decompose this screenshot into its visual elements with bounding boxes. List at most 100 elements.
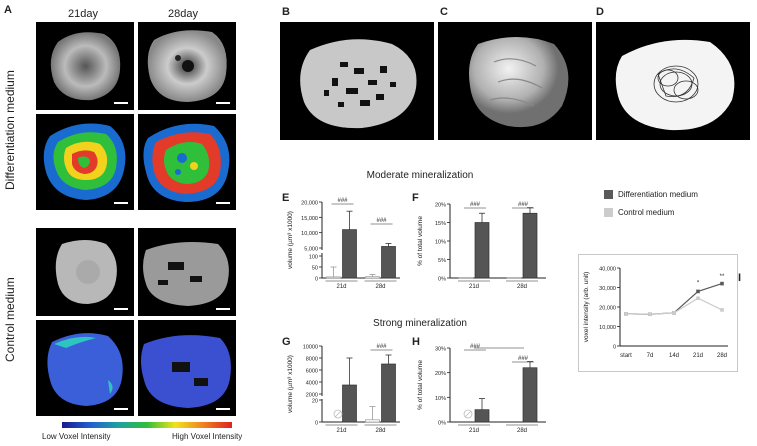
bar-diff: [475, 223, 489, 279]
significance-label: ###: [518, 202, 529, 208]
micro-diff-21-gray: [36, 22, 134, 110]
x-tick-label: 28d: [517, 284, 527, 290]
x-tick-label: 28d: [717, 353, 727, 359]
significance-label: ###: [518, 356, 529, 362]
micro-3d-render-c: [438, 22, 592, 140]
data-point: [672, 311, 676, 315]
no-data-icon-slash: [465, 411, 471, 417]
micro-3d-render-d: [596, 22, 750, 140]
micro-diff-21-heatmap: [36, 114, 134, 210]
y-tick-label: 20,000: [301, 201, 318, 207]
colorbar-low-label: Low Voxel Intensity: [42, 432, 110, 441]
y-tick-label: 10,000: [301, 231, 318, 237]
y-axis-label: volume (µm³ x1000): [287, 355, 294, 413]
x-tick-label: 7d: [647, 353, 654, 359]
x-tick-label: start: [620, 353, 632, 359]
column-label-21day: 21day: [68, 8, 98, 20]
y-tick-label: 6000: [306, 369, 318, 375]
legend-label-diff: Differentiation medium: [618, 190, 698, 199]
panel-label-c: C: [440, 6, 448, 18]
intensity-colorbar: [62, 422, 232, 428]
micro-control-28-heatmap: [138, 320, 236, 416]
y-axis-label: % of total volume: [417, 360, 424, 410]
x-tick-label: 21d: [469, 428, 479, 434]
data-point: [648, 312, 652, 316]
significance-label: ###: [376, 218, 387, 224]
y-tick-label: 2000: [306, 393, 318, 399]
y-tick-label: 10%: [435, 396, 446, 402]
y-tick-label: 100: [309, 255, 318, 261]
y-axis-label: volume (µm³ x1000): [287, 211, 294, 269]
micro-control-21-gray: [36, 228, 134, 316]
data-point: [696, 296, 700, 300]
y-tick-label: 0: [315, 277, 318, 283]
bar-diff: [382, 364, 396, 422]
y-tick-label: 15%: [435, 221, 446, 227]
y-tick-label: 4000: [306, 381, 318, 387]
y-tick-label: 20: [312, 399, 318, 405]
significance-label: ###: [470, 202, 481, 208]
section-title-moderate: Moderate mineralization: [300, 170, 540, 181]
y-tick-label: 0: [613, 345, 616, 351]
chart-f-moderate-percent: 0%5%10%15%20%% of total volume21d###28d#…: [412, 196, 552, 302]
column-label-28day: 28day: [168, 8, 198, 20]
y-tick-label: 15,000: [301, 216, 318, 222]
y-tick-label: 30,000: [599, 286, 616, 292]
bar-control: [366, 277, 380, 278]
micro-diff-28-heatmap: [138, 114, 236, 210]
chart-i-voxel-intensity: 0 10,000 20,000 30,000 40,000 start 7d 14d 21d 28…: [578, 254, 738, 372]
micro-3d-section-b: [280, 22, 434, 140]
y-tick-label: 40,000: [599, 267, 616, 273]
section-title-strong: Strong mineralization: [300, 318, 540, 329]
panel-label-d: D: [596, 6, 604, 18]
row-label-control: Control medium: [4, 245, 32, 395]
y-tick-label: 0%: [438, 421, 446, 427]
y-tick-label: 20,000: [599, 306, 616, 312]
y-tick-label: 50: [312, 266, 318, 272]
significance-label: ###: [376, 344, 387, 350]
bar-diff: [523, 368, 537, 422]
panel-label-i: I: [738, 272, 741, 284]
data-point: [624, 312, 628, 316]
micro-control-28-gray: [138, 228, 236, 316]
y-tick-label: 5,000: [304, 247, 318, 253]
data-point: [720, 308, 724, 312]
x-tick-label: 14d: [669, 353, 679, 359]
legend-label-control: Control medium: [618, 208, 674, 217]
y-tick-label: 8000: [306, 357, 318, 363]
y-tick-label: 20%: [435, 371, 446, 377]
legend-swatch-diff: [604, 190, 613, 199]
data-point: [696, 290, 700, 294]
x-tick-label: 28d: [375, 284, 385, 290]
y-tick-label: 0%: [438, 277, 446, 283]
colorbar-high-label: High Voxel Intensity: [172, 432, 242, 441]
bar-diff: [343, 230, 357, 278]
x-tick-label: 28d: [517, 428, 527, 434]
panel-label-a: A: [4, 4, 12, 16]
significance-label: ###: [337, 198, 348, 204]
x-tick-label: 21d: [693, 353, 703, 359]
x-tick-label: 28d: [375, 428, 385, 434]
bar-diff: [523, 213, 537, 278]
y-tick-label: 20%: [435, 203, 446, 209]
y-tick-label: 10000: [303, 345, 318, 351]
bar-diff: [475, 410, 489, 422]
bar-diff: [382, 246, 396, 278]
chart-e-moderate-volume: 0 50 100 5,000 10,000 15,000 20,000 volume (µm³…: [282, 196, 406, 302]
y-tick-label: 10,000: [599, 325, 616, 331]
legend-swatch-control: [604, 208, 613, 217]
row-label-differentiation: Differentiation medium: [4, 55, 32, 205]
y-tick-label: 5%: [438, 258, 446, 264]
bar-control: [366, 420, 380, 422]
y-axis-label: % of total volume: [417, 216, 424, 266]
no-data-icon-slash: [335, 411, 341, 417]
y-tick-label: 10%: [435, 240, 446, 246]
data-point: [720, 282, 724, 286]
bar-control: [327, 277, 341, 278]
y-tick-label: 0: [315, 421, 318, 427]
micro-diff-28-gray: [138, 22, 236, 110]
micro-control-21-heatmap: [36, 320, 134, 416]
x-tick-label: 21d: [336, 428, 346, 434]
